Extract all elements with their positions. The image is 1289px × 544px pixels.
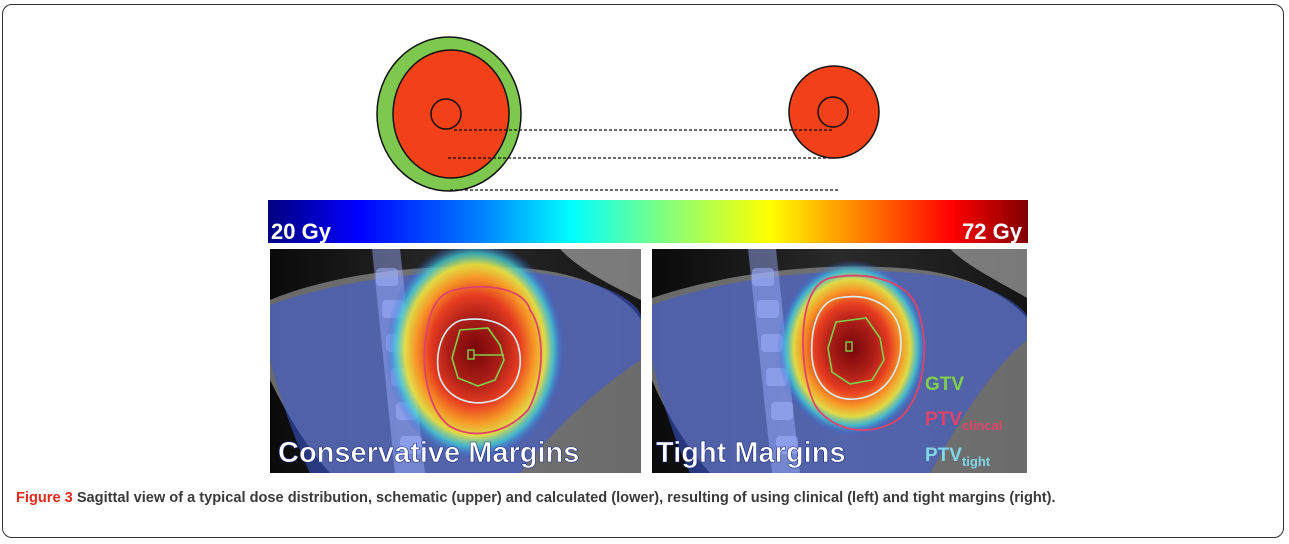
- ptv-clinical-contour-right: [802, 274, 926, 432]
- caption-text: Sagittal view of a typical dose distribu…: [76, 490, 1056, 506]
- ptv-tight-contour-right: [810, 295, 902, 400]
- colorbar: 20 Gy 72 Gy: [268, 200, 1028, 244]
- panel-label-conservative: Conservative Margins: [278, 437, 579, 469]
- caption-label: Figure 3: [16, 490, 73, 506]
- ptv-clinical-contour-left: [423, 286, 542, 435]
- clinical-target-ellipse: [392, 49, 510, 179]
- ct-panel-tight: [652, 249, 1027, 473]
- figure-frame: [2, 4, 1284, 538]
- tight-target-ellipse: [788, 65, 880, 159]
- legend-ptv-tight: PTVtight: [925, 445, 991, 469]
- gtv-contour-right: [827, 317, 885, 385]
- contour-legend: GTV PTVclincal PTVtight: [925, 374, 1002, 469]
- panel-label-tight: Tight Margins: [656, 437, 846, 469]
- colorbar-gradient: [268, 200, 1028, 243]
- legend-ptv-clinical: PTVclincal: [925, 409, 1002, 433]
- clinical-gtv-circle: [430, 98, 462, 130]
- schematic-clinical: [376, 36, 522, 192]
- figure-caption: Figure 3 Sagittal view of a typical dose…: [16, 488, 1278, 508]
- schematic-dashed-lines: [448, 129, 838, 191]
- tight-gtv-circle: [817, 96, 849, 128]
- legend-gtv: GTV: [925, 374, 964, 395]
- gtv-contour-left: [451, 327, 505, 387]
- schematic-tight: [788, 65, 880, 159]
- colorbar-min-label: 20 Gy: [271, 219, 332, 244]
- ct-panel-conservative: [270, 249, 641, 473]
- colorbar-max-label: 72 Gy: [962, 219, 1023, 244]
- ptv-tight-contour-left: [436, 318, 522, 404]
